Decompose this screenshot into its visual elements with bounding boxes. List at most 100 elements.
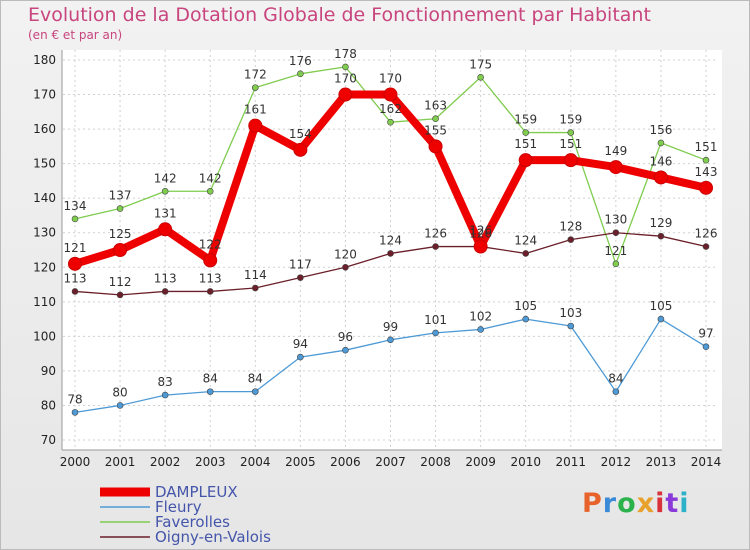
data-point-oigny-en-valois (432, 243, 439, 250)
data-point-fleury (567, 322, 575, 330)
data-point-oigny-en-valois (657, 232, 665, 240)
legend-label-dampleux: DAMPLEUX (155, 483, 238, 501)
data-point-faverolles (71, 215, 79, 223)
axis-layer: 70 80 90 100 110 120 130 140 150 160 170 180 2000 200… (33, 50, 722, 469)
x-tick-label: 2001 (105, 455, 136, 469)
x-tick-label: 2008 (420, 455, 451, 469)
data-point-dampleux (113, 243, 128, 257)
y-tick-label: 100 (33, 329, 56, 343)
legend-label-oigny-en-valois: Oigny-en-Valois (155, 528, 271, 546)
data-point-dampleux (563, 153, 578, 168)
data-label-oigny-en-valois: 128 (559, 220, 582, 234)
data-point-dampleux (473, 239, 488, 254)
data-label-oigny-en-valois: 126 (469, 227, 492, 241)
data-point-oigny-en-valois (251, 284, 259, 292)
logo-letter: o (617, 488, 637, 519)
data-label-dampleux: 151 (559, 137, 582, 151)
data-label-fleury: 78 (67, 392, 82, 406)
data-point-dampleux (248, 118, 263, 133)
y-tick-label: 120 (33, 260, 56, 274)
data-label-dampleux: 149 (604, 144, 627, 158)
data-point-oigny-en-valois (206, 288, 214, 295)
data-point-faverolles (702, 156, 710, 164)
data-point-fleury (297, 353, 304, 361)
y-tick-label: 90 (41, 364, 56, 378)
legend-label-fleury: Fleury (155, 498, 202, 516)
data-label-dampleux: 146 (649, 154, 672, 168)
data-point-dampleux (518, 153, 533, 168)
data-label-dampleux: 154 (289, 127, 312, 141)
x-tick-label: 2006 (330, 455, 361, 469)
data-label-faverolles: 163 (424, 99, 447, 113)
y-tick-label: 160 (33, 122, 56, 136)
data-label-dampleux: 131 (154, 206, 177, 220)
data-label-faverolles: 137 (109, 189, 132, 203)
data-label-dampleux: 170 (379, 72, 402, 86)
x-tick-label: 2014 (691, 455, 722, 469)
y-tick-label: 180 (33, 53, 56, 67)
data-label-fleury: 84 (203, 372, 218, 386)
logo-letter: r (602, 488, 618, 519)
data-point-faverolles (161, 187, 169, 195)
data-point-oigny-en-valois (297, 274, 304, 281)
data-point-faverolles (477, 73, 484, 81)
grid-layer (62, 50, 722, 450)
data-point-dampleux (699, 180, 713, 195)
data-label-layer: 134 137 142 142 172 176 178 162 163 175 159 159 121 1… (64, 47, 718, 406)
data-label-oigny-en-valois: 117 (289, 258, 312, 272)
data-label-fleury: 83 (158, 375, 173, 389)
data-label-fleury: 101 (424, 313, 447, 327)
data-point-fleury (71, 409, 79, 416)
x-tick-label: 2004 (240, 455, 271, 469)
data-point-dampleux (293, 142, 308, 157)
data-point-oigny-en-valois (71, 288, 79, 295)
data-label-faverolles: 142 (199, 171, 222, 185)
logo-letter: P (582, 488, 603, 519)
data-label-faverolles: 162 (379, 102, 402, 116)
data-label-fleury: 99 (383, 320, 398, 334)
data-point-oigny-en-valois (387, 250, 394, 257)
data-label-faverolles: 156 (649, 123, 672, 137)
data-label-dampleux: 122 (199, 237, 222, 251)
x-tick-label: 2002 (150, 455, 181, 469)
data-point-dampleux (203, 253, 218, 268)
logo-letter: i (655, 488, 666, 519)
data-point-oigny-en-valois (612, 229, 620, 237)
data-point-fleury (387, 336, 394, 344)
data-point-faverolles (432, 115, 439, 123)
data-label-fleury: 80 (112, 385, 127, 399)
data-point-oigny-en-valois (702, 243, 710, 250)
data-label-dampleux: 143 (695, 165, 718, 179)
data-point-faverolles (612, 260, 620, 268)
data-point-dampleux (653, 170, 668, 185)
data-point-fleury (251, 388, 259, 395)
data-label-dampleux: 121 (64, 241, 87, 255)
data-label-oigny-en-valois: 126 (424, 227, 447, 241)
data-label-faverolles: 176 (289, 54, 312, 68)
legend-label-faverolles: Faverolles (155, 513, 230, 531)
data-label-dampleux: 126 (469, 224, 492, 238)
data-label-fleury: 102 (469, 309, 492, 323)
data-point-fleury (342, 346, 349, 354)
data-point-fleury (612, 388, 620, 395)
data-label-faverolles: 172 (244, 68, 267, 82)
data-label-fleury: 94 (293, 337, 308, 351)
data-point-oigny-en-valois (342, 263, 349, 271)
data-point-oigny-en-valois (567, 236, 575, 243)
x-tick-label: 2000 (60, 455, 91, 469)
data-point-fleury (161, 391, 169, 399)
data-label-oigny-en-valois: 120 (334, 247, 357, 261)
data-point-faverolles (522, 129, 530, 136)
data-point-oigny-en-valois (116, 291, 124, 299)
data-point-faverolles (342, 63, 349, 71)
data-point-faverolles (657, 139, 665, 147)
x-tick-label: 2012 (601, 455, 632, 469)
data-point-fleury (657, 315, 665, 323)
data-label-oigny-en-valois: 113 (154, 271, 177, 285)
data-point-oigny-en-valois (161, 288, 169, 295)
x-tick-label: 2003 (195, 455, 226, 469)
x-tick-label: 2009 (465, 455, 496, 469)
data-point-fleury (477, 326, 484, 333)
